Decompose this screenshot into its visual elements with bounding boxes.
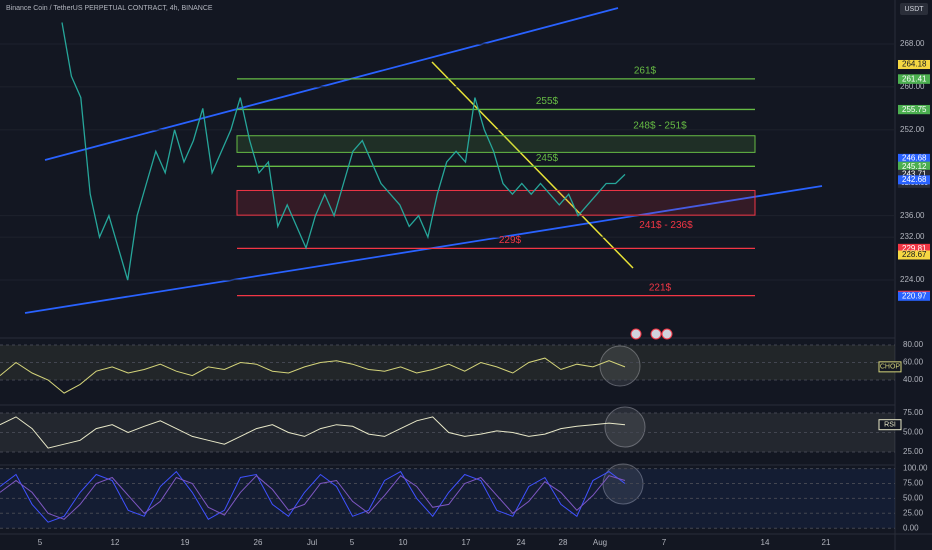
date-label: 12: [111, 538, 120, 547]
date-label: 17: [462, 538, 471, 547]
indicator-tick-label: 80.00: [903, 340, 924, 349]
level-label: 229$: [499, 235, 522, 246]
indicator-line: [0, 470, 626, 523]
price-badge-label: 264.18: [902, 60, 927, 69]
level-label: 255$: [536, 96, 559, 107]
currency[interactable]: USDT: [904, 6, 924, 13]
event-icon[interactable]: [650, 328, 662, 340]
indicator-tick-label: 0.00: [903, 523, 919, 532]
date-label: 14: [761, 538, 770, 547]
event-icon[interactable]: [661, 328, 673, 340]
price-badge-label: 246.68: [902, 153, 927, 162]
price-tick-label: 224.00: [900, 275, 925, 284]
level-label: 245$: [536, 153, 559, 164]
highlight-circle: [599, 345, 641, 387]
price-tick-label: 236.00: [900, 211, 925, 220]
zone-label: 241$ - 236$: [639, 220, 693, 231]
indicator-tick-label: 100.00: [903, 464, 928, 473]
price-tick-label: 252.00: [900, 125, 925, 134]
event-icon[interactable]: [630, 328, 642, 340]
date-label: 24: [517, 538, 526, 547]
price-tick-label: 268.00: [900, 39, 925, 48]
indicator-tick-label: 50.00: [903, 494, 924, 503]
indicator-tick-label: 25.00: [903, 508, 924, 517]
level-label: 221$: [649, 282, 672, 293]
date-label: 5: [38, 538, 43, 547]
price-badge-label: 220.97: [902, 291, 927, 300]
indicator-line: [0, 475, 626, 520]
date-label: 19: [181, 538, 190, 547]
price-tick-label: 260.00: [900, 82, 925, 91]
date-label: 28: [559, 538, 568, 547]
price-tick-label: 232.00: [900, 232, 925, 241]
chart-title: Binance Coin / TetherUS PERPETUAL CONTRA…: [6, 5, 213, 12]
indicator-name: CHOP: [880, 364, 901, 371]
price-badge: [898, 59, 930, 69]
date-label: 5: [350, 538, 355, 547]
indicator-line: [0, 416, 626, 449]
date-label: 21: [822, 538, 831, 547]
indicator-badge: [878, 419, 902, 431]
channel-upper: [44, 7, 619, 161]
price-badge: [898, 162, 930, 172]
channel-lower: [24, 185, 823, 314]
price-badge: [898, 153, 930, 163]
date-label: 26: [254, 538, 263, 547]
price-badge-label: 229.81: [902, 244, 927, 253]
indicator-name: RSI: [884, 422, 896, 429]
price-badge: [898, 105, 930, 115]
price-badge: [898, 291, 930, 301]
currency-box[interactable]: [900, 3, 928, 15]
price-badge: [898, 74, 930, 84]
indicator-tick-label: 60.00: [903, 358, 924, 367]
highlight-circle: [604, 406, 646, 448]
indicator-line: [0, 357, 626, 394]
price-badge-label: 255.75: [902, 105, 927, 114]
date-label: 7: [662, 538, 667, 547]
indicator-badge: [878, 361, 902, 373]
date-label: Jul: [307, 538, 317, 547]
indicator-tick-label: 75.00: [903, 479, 924, 488]
zone-label: 248$ - 251$: [633, 120, 687, 131]
price-badge: [898, 169, 930, 179]
indicator-tick-label: 75.00: [903, 408, 924, 417]
price-badge-label: 243.71: [902, 169, 927, 178]
indicator-tick-label: 25.00: [903, 447, 924, 456]
trend-line: [431, 61, 634, 269]
price-badge-label: 261.41: [902, 74, 927, 83]
price-line: [61, 22, 626, 281]
price-badge-label: 242.68: [902, 175, 927, 184]
indicator-tick-label: 50.00: [903, 428, 924, 437]
price-badge: [898, 175, 930, 185]
price-badge: [898, 244, 930, 254]
date-label: Aug: [593, 538, 607, 547]
indicator-tick-label: 40.00: [903, 375, 924, 384]
zone: [236, 189, 756, 216]
price-badge: [898, 250, 930, 260]
price-badge-label: 245.12: [902, 162, 927, 171]
price-badge-label: 228.67: [902, 250, 927, 259]
zone: [236, 135, 756, 153]
date-label: 10: [399, 538, 408, 547]
level-label: 261$: [634, 66, 657, 77]
